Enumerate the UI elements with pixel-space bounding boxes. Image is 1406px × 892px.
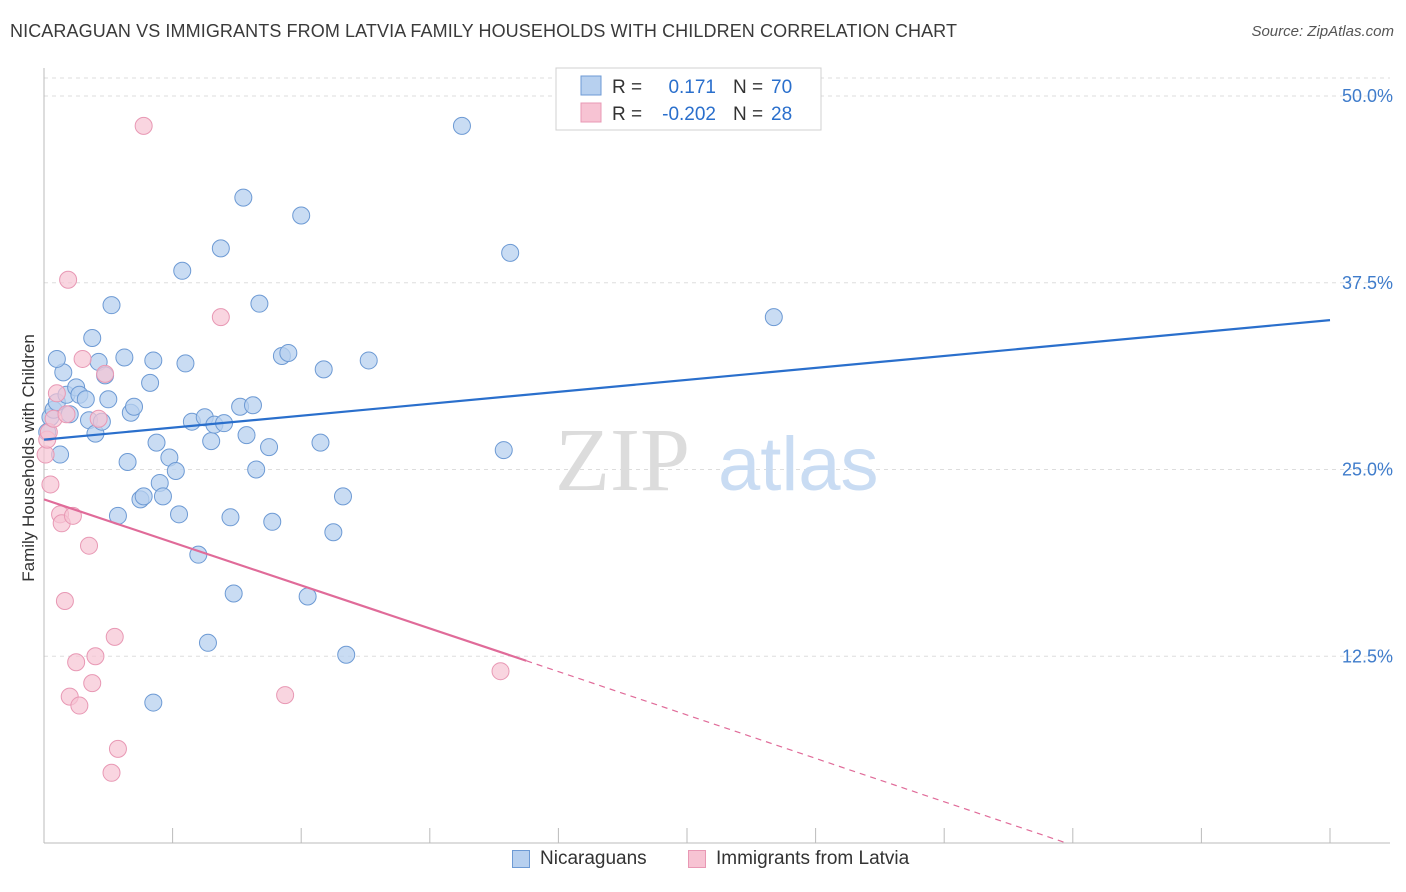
latvia-point xyxy=(73,349,92,368)
legend-item-latvia: Immigrants from Latvia xyxy=(688,848,909,870)
legend-r-label: R = xyxy=(612,77,642,98)
y-axis-label: Family Households with Children xyxy=(19,334,38,582)
latvia-point xyxy=(211,308,230,327)
legend-r-label: R = xyxy=(612,104,642,125)
nicaraguans-point xyxy=(333,487,352,506)
legend-swatch-blue xyxy=(580,75,602,96)
nicaraguans-trend-line xyxy=(43,319,1331,441)
latvia-point xyxy=(86,647,105,666)
nicaraguans-point xyxy=(250,294,269,313)
nicaraguans-point xyxy=(83,329,102,348)
nicaraguans-point xyxy=(311,433,330,452)
nicaraguans-point xyxy=(764,308,783,327)
latvia-point xyxy=(276,686,295,705)
nicaraguans-point xyxy=(237,426,256,445)
latvia-point xyxy=(70,696,89,715)
legend-swatch-nicaraguans xyxy=(512,850,530,868)
watermark: ZIP atlas xyxy=(555,411,879,510)
series-legend: Nicaraguans Immigrants from Latvia xyxy=(0,848,1406,882)
latvia-point xyxy=(108,739,127,758)
legend-n-value: 28 xyxy=(771,104,792,125)
legend-label-latvia: Immigrants from Latvia xyxy=(716,848,910,869)
nicaraguans-point xyxy=(118,453,137,472)
nicaraguans-point xyxy=(144,351,163,370)
legend-r-value: 0.171 xyxy=(668,77,716,98)
nicaraguans-point xyxy=(224,584,243,603)
latvia-point xyxy=(105,627,124,646)
chart-source: Source: ZipAtlas.com xyxy=(1251,23,1394,40)
nicaraguans-point xyxy=(170,505,189,524)
nicaraguans-point xyxy=(125,397,144,416)
legend-item-nicaraguans: Nicaraguans xyxy=(512,848,647,870)
nicaraguans-point xyxy=(166,461,185,480)
latvia-point xyxy=(134,116,153,135)
latvia-point xyxy=(55,591,74,610)
latvia-point xyxy=(41,475,60,494)
nicaraguans-point xyxy=(134,487,153,506)
y-tick-label: 37.5% xyxy=(1342,273,1393,293)
trend-lines xyxy=(43,319,1331,844)
tick-labels: 12.5%25.0%37.5%50.0%0.0%40.0% xyxy=(1342,86,1393,666)
nicaraguans-point xyxy=(260,438,279,457)
nicaraguans-point xyxy=(47,349,66,368)
legend-swatch-pink xyxy=(580,102,602,123)
legend-n-label: N = xyxy=(733,77,763,98)
latvia-trend-line xyxy=(43,498,527,662)
latvia-trend-extension xyxy=(526,660,1067,844)
nicaraguans-point xyxy=(314,360,333,379)
nicaraguans-point xyxy=(99,390,118,409)
latvia-point xyxy=(491,662,510,681)
latvia-point xyxy=(67,653,86,672)
grid-lines xyxy=(44,77,1390,657)
y-tick-label: 25.0% xyxy=(1342,460,1393,480)
nicaraguans-point xyxy=(234,188,253,207)
legend-n-value: 70 xyxy=(771,77,792,98)
nicaraguans-point xyxy=(202,432,221,451)
nicaraguans-point xyxy=(76,390,95,409)
nicaraguans-point xyxy=(141,373,160,392)
latvia-point xyxy=(96,364,115,383)
latvia-point xyxy=(59,270,78,289)
nicaraguans-point xyxy=(359,351,378,370)
nicaraguans-point xyxy=(221,508,240,527)
nicaraguans-point xyxy=(173,261,192,280)
legend-swatch-latvia xyxy=(688,850,706,868)
axes xyxy=(43,68,1390,844)
latvia-point xyxy=(57,405,76,424)
nicaraguans-point xyxy=(501,243,520,262)
nicaraguans-point xyxy=(115,348,134,367)
nicaraguans-point xyxy=(147,433,166,452)
nicaraguans-point xyxy=(243,396,262,415)
legend-n-label: N = xyxy=(733,104,763,125)
scatter-plot: ZIP atlas 12.5%25.0%37.5%50.0%0.0%40.0% … xyxy=(19,67,1393,844)
nicaraguans-point xyxy=(263,512,282,531)
nicaraguans-point xyxy=(102,296,121,315)
legend-label-nicaraguans: Nicaraguans xyxy=(540,848,647,869)
nicaraguans-point xyxy=(292,206,311,225)
latvia-point xyxy=(80,536,99,555)
latvia-point xyxy=(83,674,102,693)
nicaraguans-point xyxy=(494,441,513,460)
nicaraguans-point xyxy=(247,460,266,479)
watermark-zip: ZIP xyxy=(555,411,690,510)
latvia-point xyxy=(89,409,108,428)
nicaraguans-point xyxy=(452,116,471,135)
nicaraguans-point xyxy=(279,343,298,362)
nicaraguans-point xyxy=(211,239,230,258)
nicaraguans-point xyxy=(144,693,163,712)
y-tick-label: 50.0% xyxy=(1342,86,1393,106)
nicaraguans-point xyxy=(337,645,356,664)
nicaraguans-point xyxy=(198,633,217,652)
chart-title: NICARAGUAN VS IMMIGRANTS FROM LATVIA FAM… xyxy=(10,21,958,41)
latvia-point xyxy=(36,445,55,464)
nicaraguans-point xyxy=(153,487,172,506)
latvia-point xyxy=(47,384,66,403)
legend-r-value: -0.202 xyxy=(662,104,716,125)
nicaraguans-point xyxy=(176,354,195,373)
latvia-point xyxy=(102,763,121,782)
nicaraguans-point xyxy=(324,523,343,542)
y-tick-label: 12.5% xyxy=(1342,646,1393,666)
correlation-legend: R = 0.171 N = 70 R = -0.202 N = 28 xyxy=(555,67,822,131)
watermark-atlas: atlas xyxy=(718,422,879,507)
